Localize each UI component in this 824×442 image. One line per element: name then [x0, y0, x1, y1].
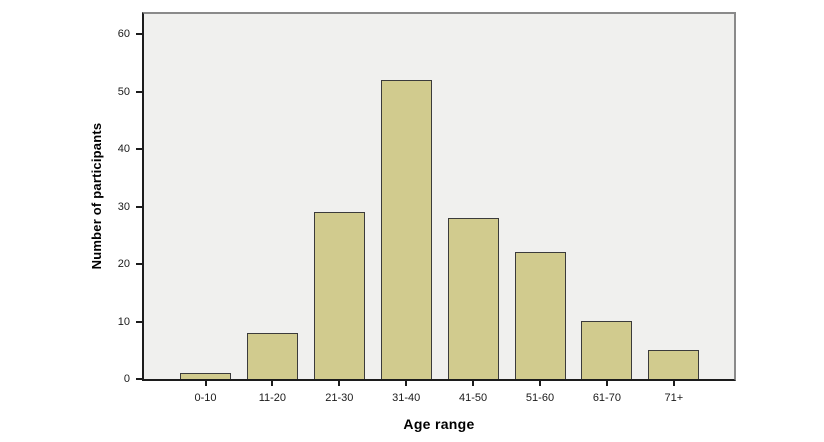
bars-layer — [144, 14, 734, 379]
y-tick-label: 20 — [117, 258, 130, 270]
y-tick-mark — [136, 33, 142, 35]
x-tick-mark — [338, 381, 341, 386]
bar-41-50 — [447, 218, 499, 379]
x-tick-label: 0-10 — [194, 392, 217, 404]
x-tick-label: 31-40 — [392, 392, 421, 404]
bar-11-20 — [246, 333, 298, 379]
bar-21-30 — [313, 212, 365, 379]
y-tick-mark — [136, 320, 142, 323]
x-tick-label: 61-70 — [592, 392, 621, 404]
y-tick-label: 60 — [117, 28, 130, 40]
x-tick-mark — [405, 381, 408, 386]
x-tick-label: 51-60 — [525, 392, 555, 404]
y-tick-mark — [136, 205, 142, 208]
bar-51-60 — [514, 252, 566, 379]
x-tick-label: 21-30 — [325, 392, 354, 404]
bar-71+ — [648, 350, 700, 379]
y-tick-label: 0 — [123, 373, 130, 385]
y-tick-label: 30 — [117, 200, 130, 213]
x-tick-label: 11-20 — [258, 392, 287, 404]
y-axis-title: Number of participants — [89, 122, 104, 270]
y-tick-label: 40 — [117, 143, 130, 155]
x-tick-label: 41-50 — [459, 392, 488, 404]
x-tick-mark — [605, 381, 608, 386]
y-tick-mark — [136, 378, 142, 380]
plot-area — [142, 12, 736, 381]
x-tick-label: 71+ — [664, 392, 684, 404]
x-tick-mark — [271, 381, 274, 386]
x-tick-mark — [672, 381, 675, 386]
y-tick-label: 50 — [117, 85, 130, 98]
x-tick-mark — [539, 381, 541, 386]
bar-0-10 — [180, 373, 231, 379]
bar-31-40 — [380, 80, 432, 379]
y-tick-mark — [136, 263, 142, 265]
x-axis-title: Age range — [403, 416, 475, 432]
bar-61-70 — [581, 321, 633, 379]
y-tick-mark — [136, 90, 142, 93]
x-tick-mark — [472, 381, 475, 386]
x-tick-mark — [204, 381, 207, 386]
y-tick-label: 10 — [117, 315, 130, 328]
y-tick-mark — [136, 148, 142, 150]
